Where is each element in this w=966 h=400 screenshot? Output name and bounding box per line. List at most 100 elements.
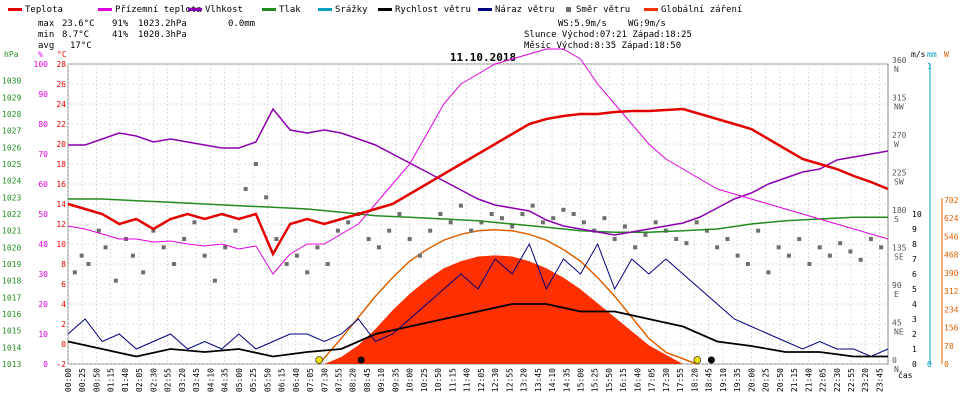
- celsius-tick-label: 6: [61, 280, 66, 289]
- wind-direction-point: [182, 237, 187, 241]
- x-tick-label: 00:50: [93, 368, 102, 392]
- stats-precip: 0.0mm: [228, 19, 255, 29]
- legend-item-wind-speed: Rychlost větru: [378, 5, 471, 15]
- hpa-tick-label: 1019: [2, 260, 21, 269]
- x-tick-label: 22:55: [847, 368, 856, 392]
- moonset-marker: [707, 356, 715, 364]
- percent-tick-label: 70: [38, 150, 48, 159]
- hpa-tick-label: 1026: [2, 143, 21, 152]
- x-tick-label: 03:45: [192, 368, 201, 392]
- wind-direction-point: [284, 262, 289, 266]
- wind-direction-point: [253, 162, 258, 166]
- wind-direction-point: [274, 237, 279, 241]
- wind-direction-point: [612, 237, 617, 241]
- wind-direction-point: [530, 203, 535, 208]
- wind-direction-point: [756, 228, 761, 233]
- legend-label-humidity: Vlhkost: [205, 5, 243, 15]
- x-tick-label: 21:40: [804, 368, 813, 392]
- wind-direction-point: [448, 220, 453, 225]
- x-tick-label: 15:50: [605, 368, 614, 392]
- wind-direction-point: [151, 228, 156, 233]
- wind-direction-point: [622, 224, 627, 229]
- x-tick-label: 20:00: [747, 368, 756, 392]
- wind-direction-point: [397, 212, 402, 216]
- stats-min-temp: 8.7°C: [62, 30, 89, 40]
- x-tick-label: 16:15: [619, 368, 628, 392]
- x-tick-label: 22:30: [833, 368, 842, 392]
- percent-tick-label: 100: [34, 60, 49, 69]
- ms-tick-label: 5: [912, 285, 917, 294]
- wind-direction-point: [674, 237, 679, 241]
- x-tick-label: 07:05: [306, 368, 315, 392]
- hpa-tick-label: 1018: [2, 277, 21, 286]
- wind-direction-point: [130, 253, 135, 258]
- wind-direction-point: [510, 224, 515, 229]
- celsius-tick-label: 0: [61, 340, 66, 349]
- wind-direction-point: [694, 220, 699, 225]
- x-tick-label: 20:50: [776, 368, 785, 392]
- moonrise-marker: [357, 356, 365, 364]
- percent-tick-label: 80: [38, 120, 48, 129]
- ms-tick-label: 1: [912, 345, 917, 354]
- wind-direction-point: [335, 228, 340, 233]
- x-tick-label: 13:20: [520, 368, 529, 392]
- percent-tick-label: 0: [43, 360, 48, 369]
- stats-min-hum: 41%: [112, 30, 129, 40]
- ms-tick-label: 3: [912, 315, 917, 324]
- percent-tick-label: 30: [38, 270, 48, 279]
- axis-title-hpa: hPa: [4, 50, 19, 59]
- direction-tick-label: 360: [892, 56, 907, 65]
- x-tick-label: 21:15: [790, 368, 799, 392]
- wind-direction-point: [858, 257, 863, 262]
- w-tick-label: 156: [944, 324, 959, 333]
- direction-tick-label: 135: [892, 244, 907, 253]
- w-tick-label: 78: [944, 342, 954, 351]
- x-tick-label: 22:05: [819, 368, 828, 392]
- wind-direction-point: [243, 187, 248, 191]
- legend-swatch-precipitation: [318, 8, 332, 11]
- radiation-area: [68, 255, 888, 364]
- x-tick-label: 06:40: [292, 368, 301, 392]
- ms-tick-label: 4: [912, 300, 917, 309]
- wind-direction-point: [141, 270, 146, 275]
- axes: 1013101410151016101710181019102010211022…: [2, 56, 959, 374]
- wind-direction-point: [417, 253, 422, 258]
- direction-tick-label: 90: [892, 281, 902, 290]
- w-tick-label: 624: [944, 214, 959, 223]
- info-sun: Slunce Východ:07:21 Západ:18:25: [524, 30, 692, 40]
- wind-direction-point: [776, 245, 781, 250]
- celsius-tick-label: 24: [56, 100, 66, 109]
- wind-direction-point: [96, 228, 101, 233]
- direction-compass-label: N: [894, 65, 899, 74]
- legend-item-precipitation: Srážky: [318, 5, 368, 15]
- wind-direction-point: [86, 262, 91, 266]
- stats-max-temp: 23.6°C: [62, 19, 95, 29]
- direction-compass-label: E: [894, 290, 899, 299]
- celsius-tick-label: 16: [56, 180, 66, 189]
- x-tick-label: 03:20: [178, 368, 187, 392]
- x-tick-label: 10:50: [434, 368, 443, 392]
- direction-compass-label: W: [894, 140, 899, 149]
- w-tick-label: 468: [944, 251, 959, 260]
- x-tick-label: 15:00: [577, 368, 586, 392]
- sunrise-marker: [315, 356, 323, 364]
- wind-direction-point: [520, 212, 525, 216]
- wind-direction-point: [602, 216, 607, 221]
- x-tick-label: 23:45: [876, 368, 885, 392]
- hpa-tick-label: 1030: [2, 77, 21, 86]
- wind-direction-point: [653, 220, 658, 225]
- x-axis-unit-label: čas: [898, 370, 913, 380]
- x-tick-label: 07:30: [320, 368, 329, 392]
- wind-direction-point: [868, 237, 873, 241]
- wind-speed-line: [67, 303, 888, 358]
- legend-label-radiation: Globální záření: [661, 5, 742, 15]
- direction-compass-label: S: [894, 215, 899, 224]
- direction-compass-label: NW: [894, 103, 904, 112]
- legend: Teplota Přízemní teplota Vlhkost Tlak Sr…: [8, 5, 742, 15]
- hpa-tick-label: 1028: [2, 110, 21, 119]
- stats-max-hum: 91%: [112, 19, 129, 29]
- wind-direction-point: [879, 245, 884, 250]
- hpa-tick-label: 1025: [2, 160, 21, 169]
- wind-direction-point: [848, 249, 853, 254]
- mm-tick-label: 1: [927, 62, 932, 71]
